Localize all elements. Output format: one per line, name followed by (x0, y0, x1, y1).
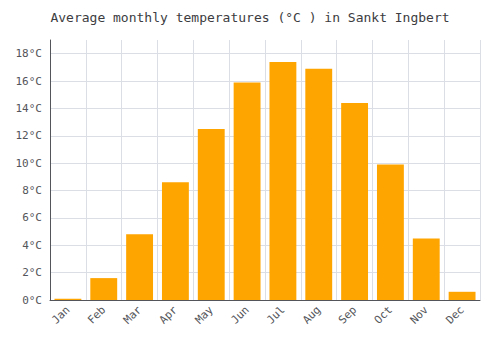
svg-text:0°C: 0°C (22, 294, 42, 307)
svg-text:Jun: Jun (228, 303, 251, 326)
svg-text:Dec: Dec (443, 303, 466, 326)
svg-text:12°C: 12°C (16, 129, 43, 142)
svg-text:16°C: 16°C (16, 75, 43, 88)
svg-text:Mar: Mar (121, 303, 144, 326)
svg-text:14°C: 14°C (16, 102, 43, 115)
svg-text:8°C: 8°C (22, 184, 42, 197)
svg-text:Feb: Feb (85, 303, 108, 326)
svg-text:Sep: Sep (336, 303, 359, 326)
svg-text:Apr: Apr (157, 303, 180, 326)
svg-text:Nov: Nov (408, 303, 431, 326)
svg-text:Jul: Jul (264, 303, 287, 326)
svg-text:Average monthly temperatures (: Average monthly temperatures (°C ) in Sa… (50, 10, 449, 25)
svg-text:May: May (193, 303, 216, 326)
svg-text:6°C: 6°C (22, 211, 42, 224)
svg-text:18°C: 18°C (16, 47, 43, 60)
svg-text:Jan: Jan (49, 303, 72, 326)
svg-text:4°C: 4°C (22, 239, 42, 252)
svg-text:10°C: 10°C (16, 157, 43, 170)
svg-text:2°C: 2°C (22, 266, 42, 279)
svg-text:Oct: Oct (372, 303, 395, 326)
svg-text:Aug: Aug (300, 303, 323, 326)
